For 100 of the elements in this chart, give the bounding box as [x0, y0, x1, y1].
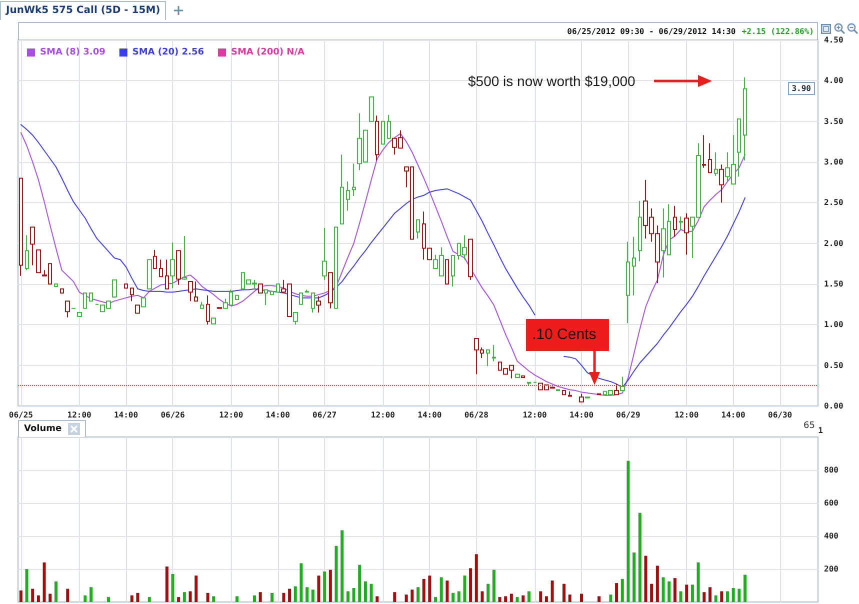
candlestick [54, 284, 58, 287]
bar [136, 592, 140, 602]
bar [457, 591, 460, 602]
candlestick [562, 390, 566, 396]
bar [306, 587, 309, 602]
bar [410, 590, 414, 602]
candlestick [188, 281, 193, 302]
candlestick [486, 349, 490, 367]
bar [334, 546, 338, 602]
bar [352, 588, 356, 602]
bar [416, 587, 420, 602]
candlestick [83, 292, 87, 309]
bar [177, 597, 180, 602]
bar [25, 569, 28, 602]
y-tick-label: 600 [824, 498, 839, 508]
annotation: 3.90 [792, 82, 811, 94]
candlestick [25, 234, 29, 271]
candlestick [235, 294, 239, 300]
y-tick-label: 800 [824, 466, 839, 474]
candlestick [626, 241, 630, 324]
legend-label: SMA (200) N/A [230, 48, 304, 58]
bar [84, 595, 87, 602]
bar [440, 577, 443, 602]
bar [504, 596, 508, 602]
candlestick [36, 249, 41, 274]
chart-title: Volume [24, 423, 62, 435]
bar [171, 574, 174, 602]
candlestick [381, 120, 385, 145]
bar [568, 594, 572, 602]
bar [364, 581, 367, 602]
bar [539, 591, 542, 602]
x-tick-label: 14:00 [418, 410, 442, 420]
bar [346, 591, 350, 602]
x-tick-label: 14:00 [114, 410, 138, 420]
candlestick [352, 163, 356, 197]
bar [469, 568, 472, 602]
bar [282, 592, 286, 602]
candlestick [346, 181, 350, 212]
bar [107, 597, 110, 602]
callout-box: .10 Cents [526, 319, 609, 351]
x-tick-label: 12:00 [219, 410, 244, 420]
bar [66, 588, 70, 602]
chart-subtitle: 06/25/2012 09:30 - 06/29/2012 14:30 [567, 26, 736, 36]
bar [311, 590, 314, 602]
bar [544, 596, 548, 602]
bar [89, 587, 92, 602]
chart-title: JunWk5 575 Call (5D - 15M) [6, 5, 160, 17]
y-tick-label: 2.00 [824, 238, 844, 248]
x-tick-label: 14:00 [569, 410, 594, 420]
y-tick-label: 1.00 [824, 320, 844, 330]
x-tick-label: 14:00 [266, 410, 290, 420]
candlestick [65, 300, 70, 318]
bar [42, 562, 46, 602]
x-tick-label: 12:00 [67, 410, 92, 420]
y-tick-label: 200 [824, 564, 839, 574]
bar [317, 576, 320, 602]
candlestick [194, 281, 198, 302]
bar [650, 584, 654, 602]
bar [714, 595, 718, 602]
bar [446, 580, 449, 602]
bar [194, 576, 198, 602]
candlestick [568, 390, 572, 397]
bar [492, 570, 496, 602]
bar [148, 597, 151, 602]
tab: Volume [18, 420, 86, 437]
candlestick [451, 255, 455, 287]
bar [404, 594, 408, 602]
bar [258, 592, 262, 602]
x-tick-label: 06/30 [768, 410, 792, 420]
y-tick-label: 3.00 [824, 158, 844, 166]
candlestick [673, 205, 677, 238]
bar [206, 592, 210, 602]
legend-label: SMA (20) 2.56 [132, 48, 204, 58]
y-tick-label: 1.50 [824, 280, 844, 288]
bar [188, 591, 192, 602]
candlestick [305, 289, 309, 293]
bar [673, 578, 676, 602]
candlestick [89, 292, 93, 302]
bar [428, 576, 432, 602]
x-tick-label: 12:00 [674, 410, 699, 420]
bar [130, 595, 134, 602]
bar [340, 530, 344, 602]
bar [510, 594, 513, 602]
bar [656, 566, 659, 602]
x-tick-label: 06/29 [616, 410, 640, 420]
candlestick [124, 284, 128, 289]
header-panel: 06/25/2012 09:30 - 06/29/2012 14:30 +2.15 (122.86%) [18, 22, 818, 40]
bar [638, 512, 642, 602]
candlestick [112, 279, 117, 298]
bar [720, 591, 724, 602]
x-tick-label: 06/28 [464, 410, 489, 420]
bar [463, 576, 466, 602]
candlestick [30, 226, 35, 266]
bar [550, 580, 554, 602]
candlestick [492, 344, 496, 362]
candlestick [708, 142, 712, 174]
candlestick [527, 382, 531, 386]
bar [300, 563, 303, 602]
bar [294, 586, 297, 602]
bar [376, 596, 379, 602]
